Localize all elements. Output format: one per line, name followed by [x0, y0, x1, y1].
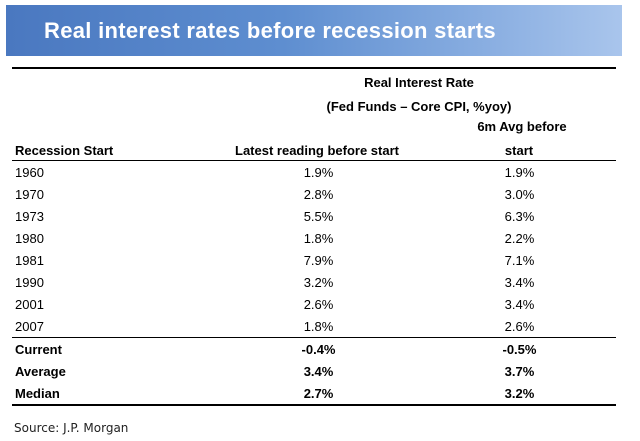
- source-note: Source: J.P. Morgan: [14, 421, 129, 435]
- table-row: 1970 2.8% 3.0%: [12, 183, 616, 205]
- cell-latest-reading: 1.8%: [303, 230, 334, 246]
- cell-6m-avg: 2.2%: [504, 230, 535, 246]
- cell-recession-start: 1960: [15, 164, 44, 180]
- group-header-line2: (Fed Funds – Core CPI, %yoy): [326, 99, 512, 114]
- cell-6m-avg: 3.4%: [504, 296, 535, 312]
- cell-summary-label: Current: [15, 341, 62, 357]
- col2-header-line1: 6m Avg before: [477, 119, 567, 134]
- cell-6m-avg: 3.2%: [504, 385, 535, 401]
- cell-6m-avg: -0.5%: [502, 341, 537, 357]
- header-rule: [12, 160, 616, 161]
- cell-6m-avg: 6.3%: [504, 208, 535, 224]
- data-table: 1960 1.9% 1.9% 1970 2.8% 3.0% 1973 5.5% …: [12, 161, 616, 406]
- title-banner: Real interest rates before recession sta…: [6, 5, 622, 56]
- cell-6m-avg: 3.7%: [504, 363, 535, 379]
- table-row: 1980 1.8% 2.2%: [12, 227, 616, 249]
- cell-latest-reading: 3.2%: [303, 274, 334, 290]
- cell-6m-avg: 3.0%: [504, 186, 535, 202]
- chart-title: Real interest rates before recession sta…: [44, 17, 496, 43]
- cell-recession-start: 1990: [15, 274, 44, 290]
- cell-6m-avg: 7.1%: [504, 252, 535, 268]
- col2-header-line2: start: [504, 143, 534, 158]
- cell-latest-reading: 5.5%: [303, 208, 334, 224]
- table-row: 1981 7.9% 7.1%: [12, 249, 616, 271]
- cell-latest-reading: 2.6%: [303, 296, 334, 312]
- cell-latest-reading: 1.8%: [303, 318, 334, 334]
- table-top-rule: [12, 67, 616, 69]
- cell-latest-reading: 2.7%: [303, 385, 334, 401]
- group-header-line1: Real Interest Rate: [364, 75, 474, 90]
- col1-header: Latest reading before start: [235, 143, 399, 158]
- cell-6m-avg: 1.9%: [504, 164, 535, 180]
- table-row: 1960 1.9% 1.9%: [12, 161, 616, 183]
- cell-recession-start: 1981: [15, 252, 44, 268]
- cell-summary-label: Median: [15, 385, 60, 401]
- summary-row-current: Current -0.4% -0.5%: [12, 337, 616, 361]
- table-row: 1973 5.5% 6.3%: [12, 205, 616, 227]
- cell-latest-reading: 2.8%: [303, 186, 334, 202]
- cell-recession-start: 1973: [15, 208, 44, 224]
- cell-summary-label: Average: [15, 363, 66, 379]
- table-row: 2007 1.8% 2.6%: [12, 315, 616, 338]
- col0-header: Recession Start: [15, 143, 114, 158]
- cell-latest-reading: 3.4%: [303, 363, 334, 379]
- table-row: 2001 2.6% 3.4%: [12, 293, 616, 315]
- cell-latest-reading: 7.9%: [303, 252, 334, 268]
- cell-recession-start: 1980: [15, 230, 44, 246]
- cell-6m-avg: 2.6%: [504, 318, 535, 334]
- cell-recession-start: 2001: [15, 296, 44, 312]
- cell-6m-avg: 3.4%: [504, 274, 535, 290]
- summary-row-average: Average 3.4% 3.7%: [12, 360, 616, 382]
- cell-latest-reading: 1.9%: [303, 164, 334, 180]
- cell-recession-start: 2007: [15, 318, 44, 334]
- summary-row-median: Median 2.7% 3.2%: [12, 382, 616, 405]
- table-row: 1990 3.2% 3.4%: [12, 271, 616, 293]
- cell-recession-start: 1970: [15, 186, 44, 202]
- cell-latest-reading: -0.4%: [301, 341, 336, 357]
